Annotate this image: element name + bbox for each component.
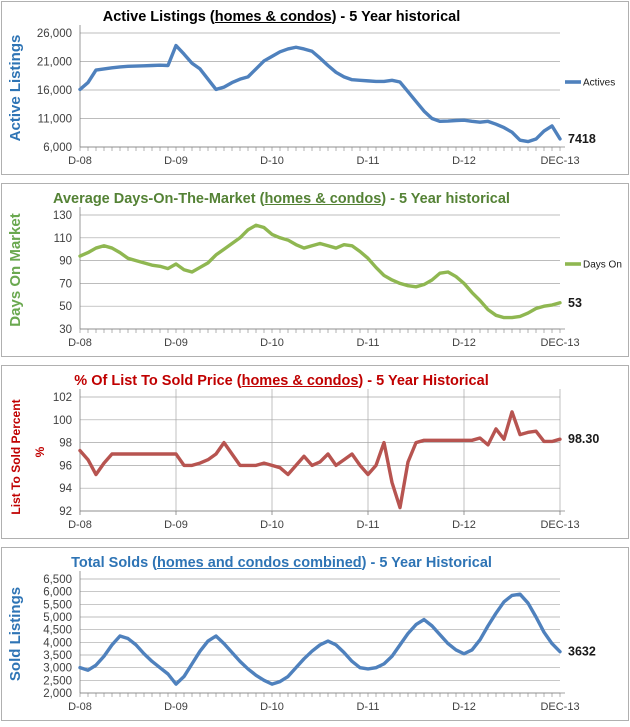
svg-text:DEC-13: DEC-13 bbox=[540, 519, 579, 531]
svg-text:D-11: D-11 bbox=[356, 701, 379, 713]
svg-text:50: 50 bbox=[59, 301, 72, 313]
svg-text:DEC-13: DEC-13 bbox=[540, 155, 579, 167]
svg-text:D-09: D-09 bbox=[164, 519, 188, 531]
svg-text:26,000: 26,000 bbox=[36, 28, 71, 40]
svg-text:D-10: D-10 bbox=[260, 701, 284, 713]
svg-text:3,500: 3,500 bbox=[43, 650, 72, 662]
svg-text:Days On: Days On bbox=[583, 260, 622, 271]
svg-text:6,500: 6,500 bbox=[43, 574, 72, 586]
svg-text:30: 30 bbox=[59, 324, 72, 336]
svg-text:D-09: D-09 bbox=[164, 701, 188, 713]
svg-text:3,000: 3,000 bbox=[43, 663, 72, 675]
svg-text:90: 90 bbox=[59, 256, 72, 268]
svg-text:D-08: D-08 bbox=[68, 701, 92, 713]
svg-text:D-08: D-08 bbox=[68, 337, 92, 349]
svg-text:70: 70 bbox=[59, 278, 72, 290]
svg-text:4,000: 4,000 bbox=[43, 637, 72, 649]
svg-text:D-09: D-09 bbox=[164, 155, 188, 167]
svg-text:6,000: 6,000 bbox=[43, 587, 72, 599]
svg-text:D-11: D-11 bbox=[356, 155, 379, 167]
svg-text:21,000: 21,000 bbox=[36, 57, 71, 69]
svg-text:3632: 3632 bbox=[568, 645, 596, 659]
svg-text:D-10: D-10 bbox=[260, 519, 284, 531]
svg-text:102: 102 bbox=[52, 392, 71, 404]
svg-text:92: 92 bbox=[59, 506, 72, 518]
svg-text:D-10: D-10 bbox=[260, 337, 284, 349]
svg-text:D-12: D-12 bbox=[452, 155, 476, 167]
svg-text:5,000: 5,000 bbox=[43, 612, 72, 624]
svg-text:6,000: 6,000 bbox=[43, 142, 72, 154]
svg-text:96: 96 bbox=[59, 460, 72, 472]
svg-text:5,500: 5,500 bbox=[43, 599, 72, 611]
svg-text:D-08: D-08 bbox=[68, 155, 92, 167]
svg-text:DEC-13: DEC-13 bbox=[540, 337, 579, 349]
svg-text:D-12: D-12 bbox=[452, 337, 476, 349]
svg-text:D-11: D-11 bbox=[356, 337, 379, 349]
svg-text:11,000: 11,000 bbox=[37, 114, 71, 126]
svg-text:2,500: 2,500 bbox=[43, 675, 72, 687]
svg-text:D-12: D-12 bbox=[452, 701, 476, 713]
svg-text:DEC-13: DEC-13 bbox=[540, 701, 579, 713]
svg-text:94: 94 bbox=[59, 483, 72, 495]
svg-text:110: 110 bbox=[53, 233, 71, 245]
svg-text:7418: 7418 bbox=[568, 132, 596, 146]
svg-text:D-10: D-10 bbox=[260, 155, 284, 167]
svg-text:98.30: 98.30 bbox=[568, 432, 599, 446]
svg-text:16,000: 16,000 bbox=[36, 85, 71, 97]
svg-text:100: 100 bbox=[52, 415, 71, 427]
svg-text:D-09: D-09 bbox=[164, 337, 188, 349]
svg-text:53: 53 bbox=[568, 296, 582, 310]
svg-text:D-12: D-12 bbox=[452, 519, 476, 531]
svg-text:Actives: Actives bbox=[583, 78, 615, 89]
svg-text:130: 130 bbox=[52, 210, 71, 222]
svg-text:2,000: 2,000 bbox=[43, 688, 72, 700]
svg-text:98: 98 bbox=[59, 438, 72, 450]
svg-text:D-11: D-11 bbox=[356, 519, 379, 531]
svg-text:D-08: D-08 bbox=[68, 519, 92, 531]
svg-text:4,500: 4,500 bbox=[43, 625, 72, 637]
